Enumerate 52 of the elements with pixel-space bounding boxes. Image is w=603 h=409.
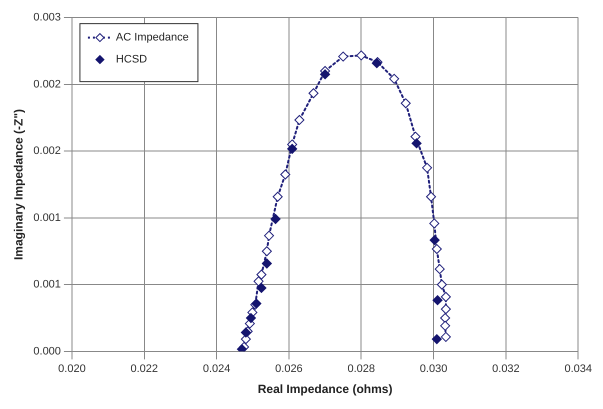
x-tick-label: 0.030 <box>420 363 448 376</box>
point <box>432 244 442 254</box>
point <box>436 280 447 290</box>
point <box>430 235 440 246</box>
point <box>440 292 451 302</box>
point <box>246 313 256 324</box>
point <box>264 230 274 241</box>
point <box>254 276 264 286</box>
point <box>432 334 442 344</box>
point <box>440 332 451 342</box>
point <box>410 132 420 142</box>
x-axis-title: Real Impedance (ohms) <box>258 382 392 396</box>
point <box>280 169 290 180</box>
point <box>432 295 443 306</box>
x-tick-label: 0.022 <box>130 363 158 376</box>
point <box>434 264 445 274</box>
x-tick-label: 0.032 <box>492 363 520 376</box>
x-tick-label: 0.028 <box>347 363 376 376</box>
point <box>338 52 348 62</box>
point <box>429 218 440 228</box>
point <box>272 192 283 202</box>
point <box>256 282 266 293</box>
x-tick-label: 0.024 <box>202 363 230 376</box>
y-tick-label: 0.000 <box>33 345 61 358</box>
x-tick-label: 0.026 <box>275 363 303 376</box>
point <box>294 114 304 125</box>
point <box>400 98 411 108</box>
point <box>308 88 319 98</box>
legend-label: AC Impedance <box>116 32 189 44</box>
point <box>389 74 400 84</box>
x-tick-label: 0.034 <box>564 363 592 376</box>
point <box>356 50 366 60</box>
point <box>262 246 272 256</box>
point <box>422 162 432 173</box>
point <box>426 192 436 202</box>
y-tick-label: 0.001 <box>33 278 61 291</box>
point <box>262 258 272 268</box>
y-axis-title: Imaginary Impedance (-Z") <box>12 108 26 260</box>
x-tick-label: 0.020 <box>58 363 86 376</box>
point <box>412 138 422 148</box>
point <box>440 304 451 314</box>
point <box>440 320 450 331</box>
y-tick-label: 0.001 <box>33 212 61 224</box>
point <box>270 214 281 224</box>
point <box>256 270 266 280</box>
point <box>320 69 330 80</box>
point <box>440 313 450 324</box>
y-tick-label: 0.003 <box>33 12 61 24</box>
y-tick-label: 0.002 <box>33 145 61 158</box>
y-tick-label: 0.002 <box>33 78 61 90</box>
legend-label: HCSD <box>116 54 148 66</box>
point <box>287 144 298 154</box>
